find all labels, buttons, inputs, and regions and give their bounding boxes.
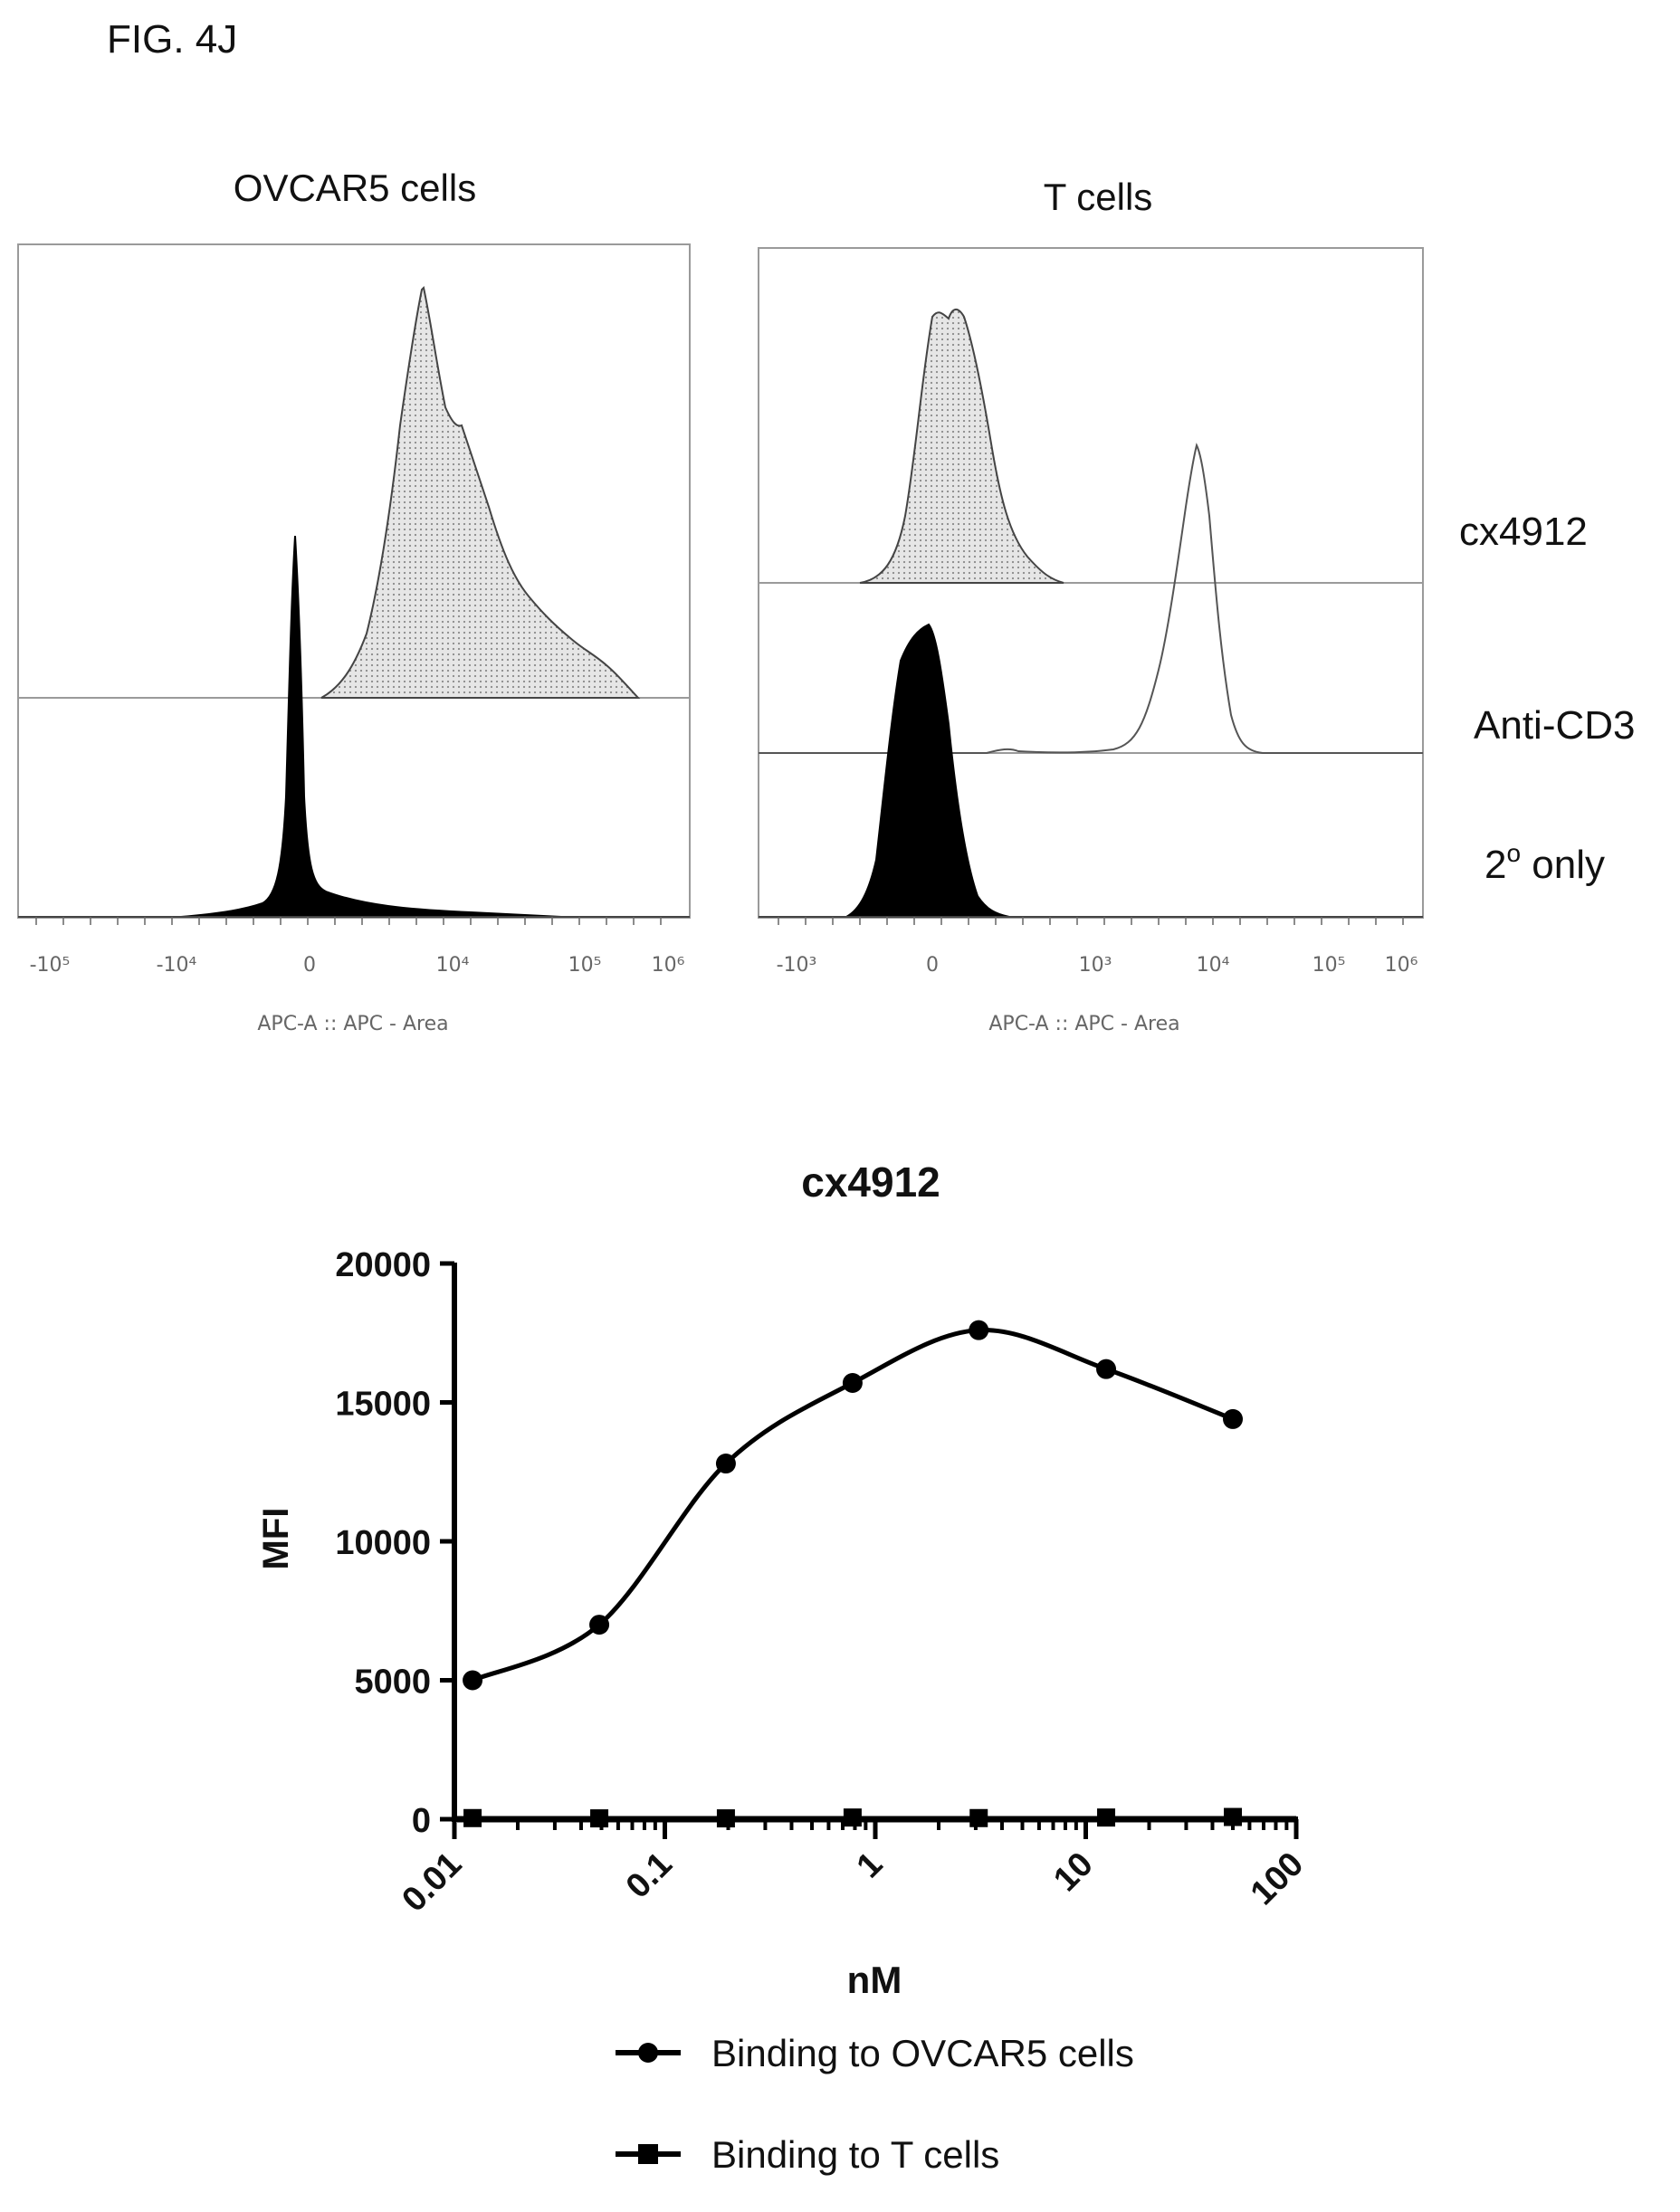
y-tick-label: 0 xyxy=(412,1802,431,1840)
label-secondary-only: 2o only xyxy=(1484,839,1605,887)
tcells-point xyxy=(1097,1808,1116,1827)
flow-panel-2-minor-ticks xyxy=(778,917,1404,925)
x-tick-label: 1 xyxy=(850,1845,891,1886)
x-tick-label: 0.01 xyxy=(395,1845,469,1920)
flow-panel-2-tick-1: 0 xyxy=(926,954,939,977)
x-tick-label: 100 xyxy=(1244,1845,1312,1913)
y-tick-label: 15000 xyxy=(335,1386,431,1424)
ovcar5-point xyxy=(1096,1359,1117,1379)
tcells-anti-cd3-histogram xyxy=(759,443,1423,754)
label-anti-cd3: Anti-CD3 xyxy=(1474,703,1636,748)
flow-panel-2-tick-5: 10⁶ xyxy=(1385,954,1418,977)
x-tick-label: 10 xyxy=(1046,1845,1101,1900)
y-ticks: 0 5000 10000 15000 20000 xyxy=(335,1246,454,1840)
flow-panel-2-tick-4: 10⁵ xyxy=(1312,954,1346,977)
y-tick-label: 20000 xyxy=(335,1246,431,1284)
y-axis-label: MFI xyxy=(256,1508,296,1570)
ovcar5-point xyxy=(715,1454,736,1474)
flow-panel-1-tick-2: 0 xyxy=(303,954,316,977)
tcells-points xyxy=(463,1807,1243,1828)
flow-panel-1-x-label: APC-A :: APC - Area xyxy=(257,1013,448,1035)
y-tick-label: 10000 xyxy=(335,1524,431,1562)
ovcar5-point xyxy=(1223,1408,1244,1429)
tcells-point xyxy=(1224,1807,1243,1826)
figure-label: FIG. 4J xyxy=(107,17,237,62)
legend-label-ovcar5: Binding to OVCAR5 cells xyxy=(711,2032,1134,2074)
legend-label-tcells: Binding to T cells xyxy=(711,2133,999,2176)
flow-panel-1-tick-5: 10⁶ xyxy=(652,954,685,977)
legend-marker-tcells xyxy=(638,2144,658,2164)
flow-panel-2-tick-2: 10³ xyxy=(1079,954,1112,977)
flow-panel-2-title: T cells xyxy=(1044,176,1153,218)
tcells-cx4912-histogram xyxy=(859,309,1064,584)
chart-title: cx4912 xyxy=(801,1158,940,1206)
flow-panel-2-x-label: APC-A :: APC - Area xyxy=(988,1013,1179,1035)
y-tick-label: 5000 xyxy=(354,1664,431,1702)
x-axis-label: nM xyxy=(847,1959,902,2001)
tcells-secondary-only-histogram xyxy=(845,623,1010,918)
flow-panel-2-tick-0: -10³ xyxy=(777,954,817,977)
label-cx4912: cx4912 xyxy=(1459,510,1588,554)
tcells-point xyxy=(590,1809,609,1828)
flow-panel-1-tick-1: -10⁴ xyxy=(157,954,197,977)
ovcar5-point xyxy=(463,1670,483,1691)
flow-panel-1-frame xyxy=(17,243,691,919)
flow-panel-1-tick-3: 10⁴ xyxy=(436,954,470,977)
ovcar5-cx4912-histogram xyxy=(320,285,641,699)
tcells-point xyxy=(843,1808,862,1827)
legend-marker-ovcar5 xyxy=(638,2043,658,2063)
flow-panel-1-tick-4: 10⁵ xyxy=(568,954,602,977)
ovcar5-points xyxy=(463,1320,1244,1691)
tcells-point xyxy=(716,1809,735,1828)
flow-panel-1-title: OVCAR5 cells xyxy=(234,167,476,209)
x-tick-label: 0.1 xyxy=(619,1845,680,1906)
tcells-point xyxy=(463,1808,482,1827)
ovcar5-point xyxy=(969,1320,989,1340)
flow-panel-1-tick-0: -10⁵ xyxy=(30,954,71,977)
ovcar5-secondary-only-histogram xyxy=(180,535,562,918)
x-ticks: 0.01 0.1 1 10 100 xyxy=(395,1819,1311,1920)
flow-panel-2-tick-3: 10⁴ xyxy=(1197,954,1230,977)
flow-panel-1-minor-ticks xyxy=(35,917,662,925)
ovcar5-point xyxy=(842,1373,863,1394)
ovcar5-point xyxy=(589,1615,610,1635)
tcells-point xyxy=(969,1808,988,1827)
